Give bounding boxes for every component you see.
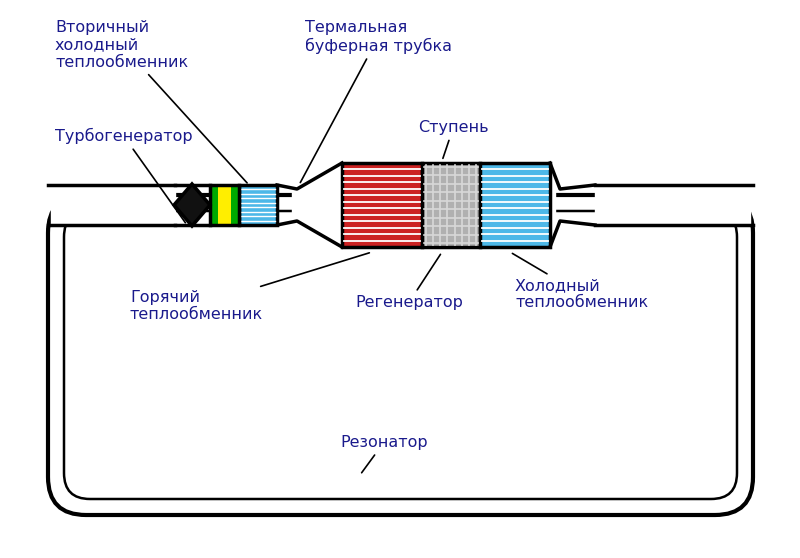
Text: Турбогенератор: Турбогенератор <box>55 128 193 223</box>
Text: Регенератор: Регенератор <box>355 254 463 310</box>
Polygon shape <box>292 163 555 247</box>
Text: Резонатор: Резонатор <box>340 435 428 473</box>
Bar <box>239 185 277 225</box>
Bar <box>422 163 480 247</box>
Bar <box>342 163 422 247</box>
Polygon shape <box>297 163 342 247</box>
Bar <box>210 185 239 225</box>
Bar <box>231 185 239 225</box>
Text: Термальная
буферная трубка: Термальная буферная трубка <box>300 20 452 182</box>
Bar <box>210 185 218 225</box>
Text: Холодный
теплообменник: Холодный теплообменник <box>512 253 648 310</box>
Polygon shape <box>174 184 210 226</box>
Bar <box>480 163 550 247</box>
Text: Вторичный
холодный
теплообменник: Вторичный холодный теплообменник <box>55 20 247 183</box>
Polygon shape <box>595 185 750 225</box>
Text: Ступень: Ступень <box>418 120 489 158</box>
Polygon shape <box>51 185 175 225</box>
Text: Горячий
теплообменник: Горячий теплообменник <box>130 253 370 323</box>
Bar <box>218 185 231 225</box>
